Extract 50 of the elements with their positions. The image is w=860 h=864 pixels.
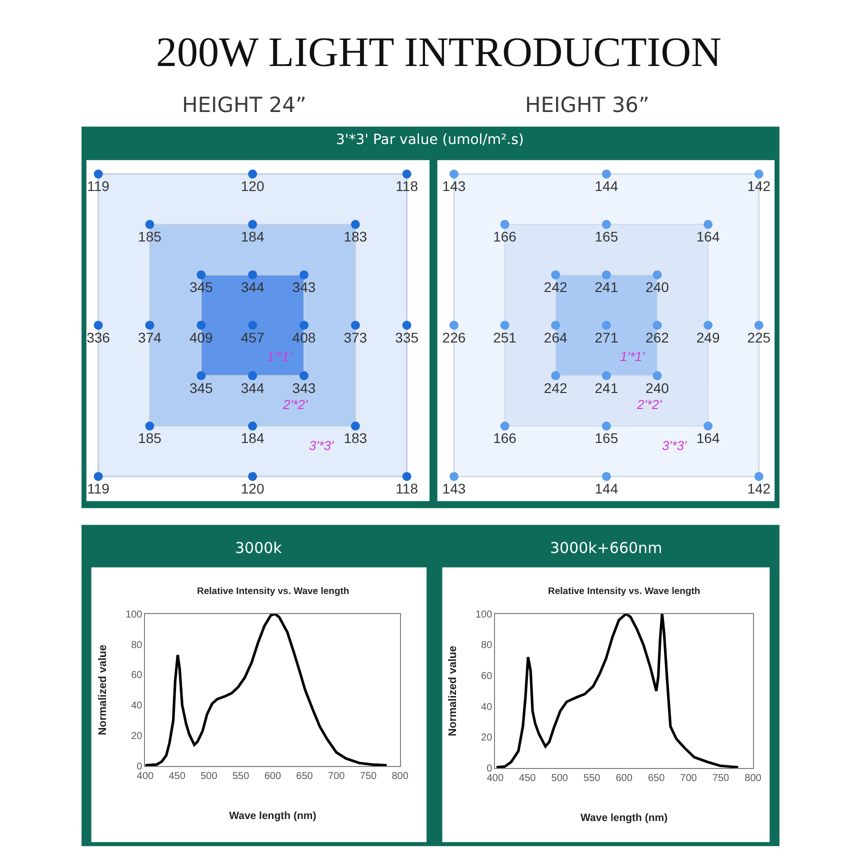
y-tick-label: 60: [131, 670, 143, 682]
text: 200W LIGHT INTRODUCTION: [156, 30, 722, 76]
chart-subtitle: Relative Intensity vs. Wave length: [548, 586, 700, 597]
x-tick-label: 800: [744, 773, 762, 784]
y-axis-title: Normalized value: [447, 646, 460, 736]
x-tick-label: 650: [648, 773, 666, 784]
x-tick-label: 400: [136, 771, 154, 782]
x-tick-label: 450: [519, 773, 536, 784]
y-tick-label: 0: [486, 764, 493, 775]
line-series: [495, 614, 740, 768]
x-axis-title: Wave length (nm): [229, 810, 316, 822]
x-tick-label: 700: [680, 773, 698, 784]
text: HEIGHT 24”: [182, 93, 306, 117]
y-tick-label: 0: [136, 762, 143, 773]
x-tick-label: 750: [712, 773, 730, 784]
text: HEIGHT 36”: [525, 93, 650, 117]
data-label: 142: [747, 480, 771, 497]
chart-subtitle: Relative Intensity vs. Wave length: [197, 586, 350, 597]
x-tick-label: 650: [296, 771, 314, 782]
x-tick-label: 450: [168, 771, 186, 782]
x-tick-label: 750: [360, 771, 378, 782]
y-tick-label: 80: [481, 640, 493, 652]
chart-title: 3000k: [235, 539, 282, 557]
y-axis-title: Normalized value: [97, 644, 110, 736]
y-tick-label: 100: [126, 609, 143, 620]
y-tick-label: 60: [481, 671, 493, 682]
x-tick-label: 500: [551, 773, 568, 784]
chart-title: 3000k+660nm: [550, 539, 662, 557]
x-tick-label: 550: [232, 771, 250, 782]
x-axis-title: Wave length (nm): [580, 812, 668, 824]
x-tick-label: 600: [616, 773, 633, 784]
text: 3'*3' Par value (umol/m².s): [336, 132, 524, 148]
y-tick-label: 80: [131, 640, 143, 651]
data-label: 119: [87, 480, 110, 497]
x-tick-label: 600: [264, 771, 282, 782]
y-tick-label: 100: [475, 609, 493, 620]
x-tick-label: 500: [200, 771, 218, 782]
y-tick-label: 40: [131, 700, 143, 712]
x-tick-label: 550: [584, 773, 601, 784]
y-tick-label: 20: [481, 732, 493, 744]
data-label: 118: [396, 480, 418, 497]
line-series: [145, 614, 388, 766]
x-tick-label: 400: [486, 773, 504, 784]
data-label: 143: [442, 480, 466, 497]
x-tick-label: 800: [392, 771, 409, 782]
data-label: 144: [594, 480, 618, 497]
y-tick-label: 20: [131, 731, 143, 742]
data-label: 120: [240, 480, 264, 497]
x-tick-label: 700: [328, 771, 346, 782]
y-tick-label: 40: [481, 702, 493, 713]
